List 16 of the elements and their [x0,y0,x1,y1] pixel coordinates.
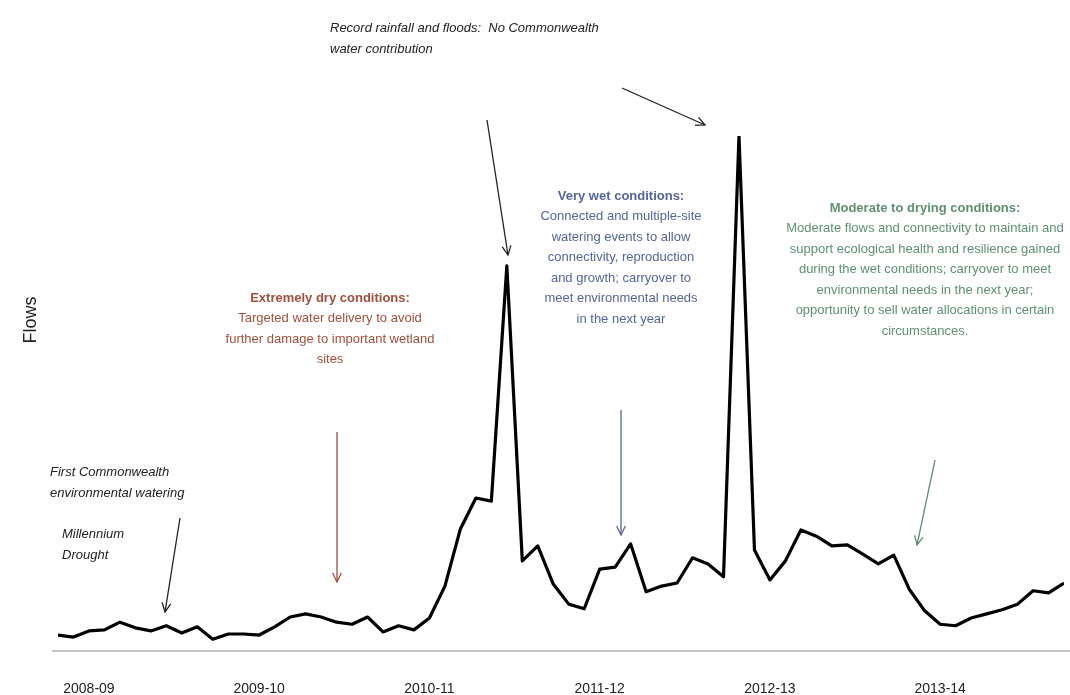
annotation: Moderate to drying conditions: [828,199,1022,217]
x-tick-label: 2013-14 [914,679,967,695]
annotation: Very wet conditions: [556,187,686,205]
x-tick-label: 2009-10 [233,679,286,695]
annotation: Connected and multiple-site watering events to allow connectivity, reproduction and growth; carryover to meet environmental needs in the next year [539,207,703,328]
annotation: Millennium Drought [62,525,126,564]
x-tick-label: 2010-11 [404,679,455,695]
text: Record rainfall and floods: No Commonwealth water contribution [330,19,600,58]
y-axis-title: Flows [19,296,41,344]
annotation: Targeted water delivery to avoid further damage to important wetland sites [224,309,436,368]
annotation: Extremely dry conditions: [249,289,411,307]
annotation: First Commonwealth environmental watering [50,463,186,502]
x-tick-label: 2008-09 [63,679,115,695]
x-tick-label: 2011-12 [574,679,626,695]
x-tick-label: 2012-13 [744,679,796,695]
annotation: Moderate flows and connectivity to maintain and support ecological health and resilience gained during the wet conditions; carryover to meet environmental needs in the next year; opportunity to sell water allocations in certain circumstances. [786,219,1064,340]
